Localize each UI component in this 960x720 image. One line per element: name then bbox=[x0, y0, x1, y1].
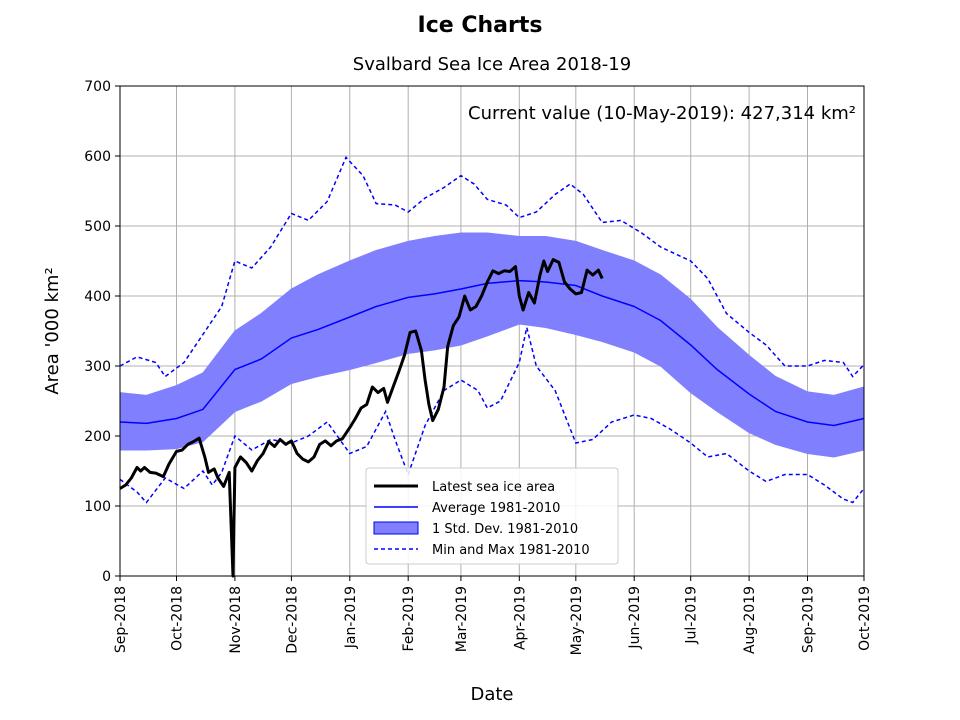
std-dev-band-layer bbox=[119, 232, 865, 458]
current-value-annotation: Current value (10-May-2019): 427,314 km² bbox=[468, 103, 856, 124]
y-tick-label: 400 bbox=[84, 289, 111, 305]
std-dev-band-lower-edge bbox=[120, 323, 865, 458]
x-tick-label: Jul-2019 bbox=[684, 586, 700, 645]
x-tick-label: Apr-2019 bbox=[512, 586, 528, 650]
x-tick-label: May-2019 bbox=[569, 586, 585, 655]
chart-suptitle: Ice Charts bbox=[418, 13, 543, 38]
y-tick-label: 700 bbox=[84, 79, 111, 95]
max-line bbox=[119, 156, 865, 378]
min-line bbox=[119, 327, 865, 504]
y-tick-label: 0 bbox=[102, 569, 111, 585]
x-tick-label: Jan-2019 bbox=[343, 586, 359, 649]
y-tick-label: 300 bbox=[84, 359, 111, 375]
chart-title: Svalbard Sea Ice Area 2018-19 bbox=[353, 54, 631, 75]
series-lines-layer bbox=[119, 156, 865, 578]
plot-frame bbox=[119, 85, 865, 577]
legend-box bbox=[365, 467, 619, 565]
y-tick-label: 100 bbox=[84, 499, 111, 515]
std-dev-band bbox=[120, 233, 864, 457]
y-tick-label: 200 bbox=[84, 429, 111, 445]
legend-label: Min and Max 1981-2010 bbox=[432, 543, 590, 558]
x-tick-label: Oct-2018 bbox=[170, 586, 186, 651]
legend-label: Latest sea ice area bbox=[432, 480, 555, 495]
std-dev-band-upper-edge bbox=[119, 232, 865, 396]
legend-swatch-std-dev bbox=[373, 521, 419, 535]
x-tick-label: Feb-2019 bbox=[401, 586, 417, 651]
x-tick-label: Aug-2019 bbox=[742, 586, 758, 654]
x-tick-label: Sep-2018 bbox=[113, 586, 129, 653]
legend: Latest sea ice area Average 1981-2010 1 St… bbox=[365, 467, 619, 565]
x-tick-label: Jun-2019 bbox=[627, 586, 643, 650]
x-axis-label: Date bbox=[470, 684, 513, 705]
legend-label: 1 Std. Dev. 1981-2010 bbox=[432, 522, 578, 537]
latest-ice-area-line bbox=[119, 258, 604, 578]
x-tick-label: Oct-2019 bbox=[857, 586, 873, 651]
x-tick-label: Sep-2019 bbox=[800, 586, 816, 653]
axes: 0 100 200 300 400 500 600 700 Sep-2018 Oct-2018 No… bbox=[84, 79, 873, 655]
x-tick-label: Nov-2018 bbox=[228, 586, 244, 654]
x-tick-label: Dec-2018 bbox=[284, 586, 300, 654]
y-tick-label: 600 bbox=[84, 149, 111, 165]
y-tick-label: 500 bbox=[84, 219, 111, 235]
y-axis-label: Area '000 km² bbox=[42, 267, 63, 394]
x-tick-label: Mar-2019 bbox=[454, 586, 470, 652]
legend-label: Average 1981-2010 bbox=[432, 501, 560, 516]
